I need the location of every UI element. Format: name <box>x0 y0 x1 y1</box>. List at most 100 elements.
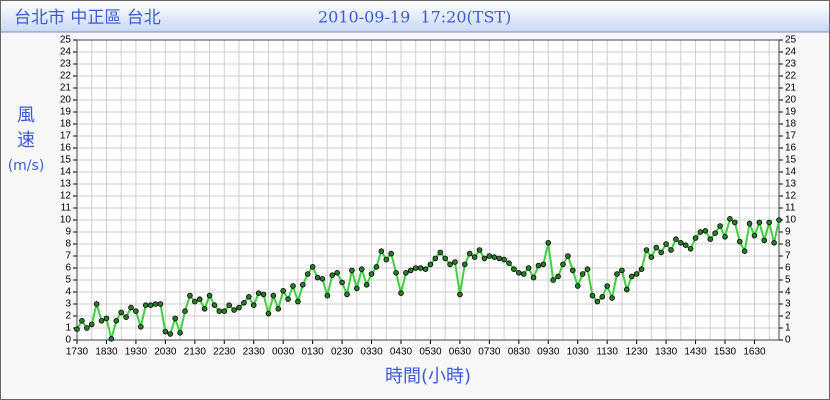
data-point <box>211 302 218 309</box>
data-point <box>339 279 345 286</box>
data-point <box>574 283 581 289</box>
x-tick-label: 1630 <box>743 347 766 358</box>
x-tick-label: 0330 <box>360 347 383 358</box>
data-point <box>717 223 723 229</box>
y2-tick-label: 12 <box>785 191 797 202</box>
data-point <box>682 242 689 249</box>
data-point <box>192 298 198 305</box>
data-point <box>619 267 625 274</box>
data-point <box>344 291 350 298</box>
y2-tick-label: 8 <box>785 239 791 250</box>
data-point <box>270 292 277 299</box>
data-point <box>771 240 777 246</box>
data-point <box>398 290 404 297</box>
data-point <box>128 304 134 311</box>
data-point <box>187 292 193 299</box>
data-point <box>206 292 213 299</box>
y-tick-label: 21 <box>60 83 72 94</box>
data-point <box>388 250 394 257</box>
plot-area <box>77 40 779 340</box>
y-tick-label: 14 <box>60 167 72 178</box>
data-point <box>579 271 586 277</box>
x-tick-label: 1130 <box>596 347 618 358</box>
data-point <box>260 291 267 298</box>
data-point <box>462 261 468 268</box>
data-point <box>496 255 502 262</box>
data-point <box>653 244 660 251</box>
data-point <box>368 271 375 277</box>
data-point <box>584 266 591 273</box>
data-point <box>196 296 203 303</box>
data-point <box>447 261 453 268</box>
data-point <box>373 263 380 270</box>
data-point <box>334 269 340 276</box>
data-point <box>383 256 390 263</box>
data-point <box>324 292 331 299</box>
data-point <box>545 240 552 246</box>
data-point <box>511 266 517 273</box>
data-point <box>250 302 257 309</box>
chart-subtitle: 2010-09-19 17:20(TST) <box>318 8 511 27</box>
data-point <box>761 237 768 244</box>
x-tick-label: 2030 <box>154 347 177 358</box>
data-point <box>530 274 537 281</box>
data-point <box>457 291 463 298</box>
y2-tick-label: 22 <box>785 71 797 82</box>
data-point <box>776 217 782 223</box>
plot-border <box>76 39 780 341</box>
data-point <box>300 281 306 288</box>
data-point <box>236 304 242 311</box>
data-point <box>182 308 188 315</box>
data-point <box>329 272 336 279</box>
data-point <box>604 283 610 289</box>
x-axis-label: 時間(小時) <box>385 366 471 387</box>
y2-tick-label: 4 <box>785 287 791 298</box>
data-point <box>231 307 237 313</box>
x-tick-label: 1330 <box>655 347 678 358</box>
data-point <box>152 301 159 307</box>
y2-tick-label: 6 <box>785 263 791 274</box>
data-point <box>697 229 704 235</box>
x-tick-label: 0430 <box>390 347 413 358</box>
x-tick-label: 0530 <box>419 347 442 358</box>
data-point <box>570 267 576 274</box>
x-tick-label: 0130 <box>302 347 325 358</box>
y2-tick-label: 19 <box>785 107 797 118</box>
data-point <box>408 267 414 274</box>
data-point <box>520 271 527 277</box>
data-point <box>201 305 208 312</box>
data-point <box>314 274 321 281</box>
data-point <box>751 232 758 239</box>
data-point <box>678 240 684 246</box>
data-point <box>403 269 409 276</box>
data-point <box>103 315 110 322</box>
x-tick-label: 2330 <box>243 347 266 358</box>
data-point <box>624 286 630 293</box>
data-point <box>506 260 512 267</box>
x-tick-label: 1530 <box>714 347 737 358</box>
y2-tick-label: 7 <box>785 251 791 262</box>
x-tick-label: 0230 <box>331 347 354 358</box>
x-tick-label: 1030 <box>567 347 590 358</box>
data-point <box>304 271 311 277</box>
data-point <box>98 317 105 324</box>
data-point <box>167 331 174 337</box>
y2-tick-label: 10 <box>785 215 797 226</box>
y-tick-label: 11 <box>61 203 72 214</box>
data-point <box>93 301 100 307</box>
data-point <box>516 269 522 276</box>
data-point <box>535 262 542 269</box>
data-point <box>648 254 655 261</box>
data-point <box>501 256 507 263</box>
data-point <box>84 325 90 331</box>
data-point <box>118 309 124 316</box>
y2-tick-label: 14 <box>785 167 797 178</box>
data-point <box>226 302 232 309</box>
data-point <box>290 283 296 289</box>
y-tick-label: 20 <box>60 95 72 106</box>
data-point <box>633 271 640 277</box>
data-point <box>172 315 178 322</box>
x-tick-label: 1830 <box>95 347 118 358</box>
y-tick-label: 19 <box>60 107 72 118</box>
y2-tick-label: 1 <box>785 323 791 334</box>
